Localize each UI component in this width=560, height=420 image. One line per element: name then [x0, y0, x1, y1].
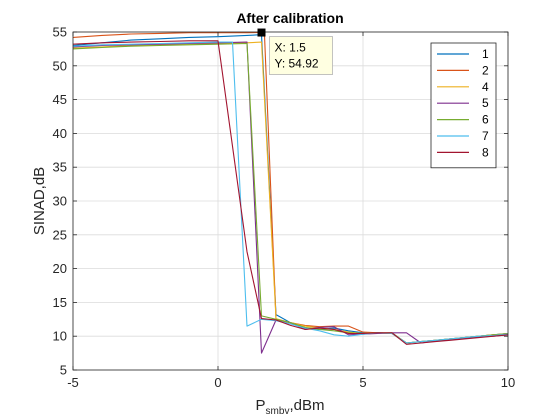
y-tick-label: 35 [53, 160, 67, 175]
y-tick-label: 20 [53, 261, 67, 276]
legend-label-4: 4 [482, 80, 489, 94]
series-line-5 [72, 41, 509, 354]
legend-label-2: 2 [482, 63, 489, 77]
x-tick-label: 5 [359, 375, 366, 390]
series-layer [72, 31, 509, 354]
x-tick-label: -5 [67, 375, 79, 390]
legend-label-8: 8 [482, 145, 489, 159]
x-tick-label: 0 [214, 375, 221, 390]
x-axis-label-main: P [256, 397, 266, 414]
y-tick-label: 30 [53, 194, 67, 209]
datatip-x-label: X: 1.5 [275, 41, 307, 55]
x-axis-label-suffix: ,dBm [289, 397, 324, 414]
ticks [72, 31, 509, 371]
datatip-y-label: Y: 54.92 [275, 57, 319, 71]
series-line-8 [72, 40, 509, 345]
y-tick-label: 10 [53, 329, 67, 344]
legend-label-5: 5 [482, 96, 489, 110]
y-tick-label: 15 [53, 295, 67, 310]
y-tick-label: 55 [53, 25, 67, 40]
legend: 1 2 4 5 6 7 8 [430, 42, 497, 169]
y-tick-label: 40 [53, 126, 67, 141]
chart-title: After calibration [236, 10, 343, 26]
x-tick-label: 10 [501, 375, 515, 390]
legend-label-7: 7 [482, 129, 489, 143]
y-tick-label: 25 [53, 227, 67, 242]
x-axis-label: Psmbv,dBm [256, 397, 325, 417]
x-axis-label-subscript: smbv [266, 406, 290, 417]
legend-label-6: 6 [482, 113, 489, 127]
legend-label-1: 1 [482, 47, 489, 61]
y-axis-label: SINAD,dB [31, 167, 48, 235]
y-tick-label: 50 [53, 58, 67, 73]
y-tick-label: 45 [53, 92, 67, 107]
datatip-box [269, 36, 333, 75]
y-tick-label: 5 [60, 363, 67, 378]
datatip[interactable]: X: 1.5 Y: 54.92 [257, 28, 333, 75]
series-line-7 [72, 41, 509, 344]
datatip-marker[interactable] [257, 28, 266, 37]
legend-box [430, 42, 497, 169]
